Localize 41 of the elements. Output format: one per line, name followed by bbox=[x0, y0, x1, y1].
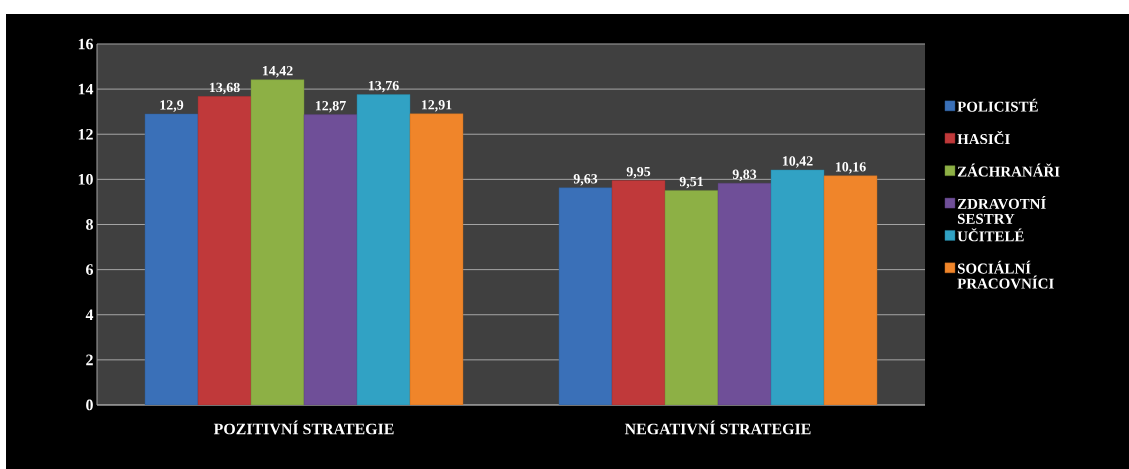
bar bbox=[558, 187, 613, 405]
bar bbox=[303, 114, 358, 405]
legend-label: ZÁCHRANÁŘI bbox=[957, 163, 1060, 177]
y-tick-label: 16 bbox=[78, 38, 94, 50]
bar bbox=[356, 94, 411, 405]
legend-label: SOCIÁLNÍ PRACOVNÍCI bbox=[957, 260, 1054, 289]
y-tick-label: 14 bbox=[78, 83, 94, 95]
legend-label: POLICISTÉ bbox=[957, 98, 1038, 112]
y-tick-label: 0 bbox=[86, 399, 93, 411]
data-label: 14,42 bbox=[262, 66, 293, 78]
data-label: 12,9 bbox=[160, 100, 184, 112]
data-label: 10,16 bbox=[835, 162, 866, 174]
legend-label: UČITELÉ bbox=[957, 228, 1024, 242]
bar bbox=[197, 96, 252, 405]
data-label: 9,95 bbox=[626, 166, 651, 179]
data-label: 9,51 bbox=[679, 176, 703, 189]
data-label: 12,87 bbox=[315, 100, 346, 113]
y-tick-label: 12 bbox=[78, 128, 93, 140]
data-label: 13,68 bbox=[209, 82, 240, 95]
data-label: 9,83 bbox=[732, 169, 757, 181]
data-label: 10,42 bbox=[782, 156, 813, 168]
y-tick-label: 6 bbox=[86, 264, 94, 275]
y-tick-label: 10 bbox=[78, 173, 93, 185]
bar bbox=[823, 175, 878, 405]
bar bbox=[770, 169, 825, 405]
bar bbox=[409, 113, 464, 405]
legend-label: ZDRAVOTNÍ SESTRY bbox=[957, 195, 1046, 224]
x-tick-label: NEGATIVNÍ STRATEGIE bbox=[624, 420, 811, 435]
y-tick-label: 2 bbox=[86, 354, 93, 366]
data-label: 9,63 bbox=[573, 174, 598, 186]
data-label: 12,91 bbox=[421, 100, 452, 112]
bar bbox=[717, 182, 772, 405]
bar bbox=[611, 180, 666, 405]
legend-label: HASIČI bbox=[957, 131, 1010, 145]
bar bbox=[664, 190, 719, 405]
x-tick-label: POZITIVNÍ STRATEGIE bbox=[213, 420, 394, 435]
y-tick-label: 8 bbox=[86, 219, 93, 230]
data-label: 13,76 bbox=[368, 80, 399, 93]
bar bbox=[250, 79, 305, 405]
y-tick-label: 4 bbox=[85, 309, 94, 320]
bar bbox=[144, 113, 199, 405]
